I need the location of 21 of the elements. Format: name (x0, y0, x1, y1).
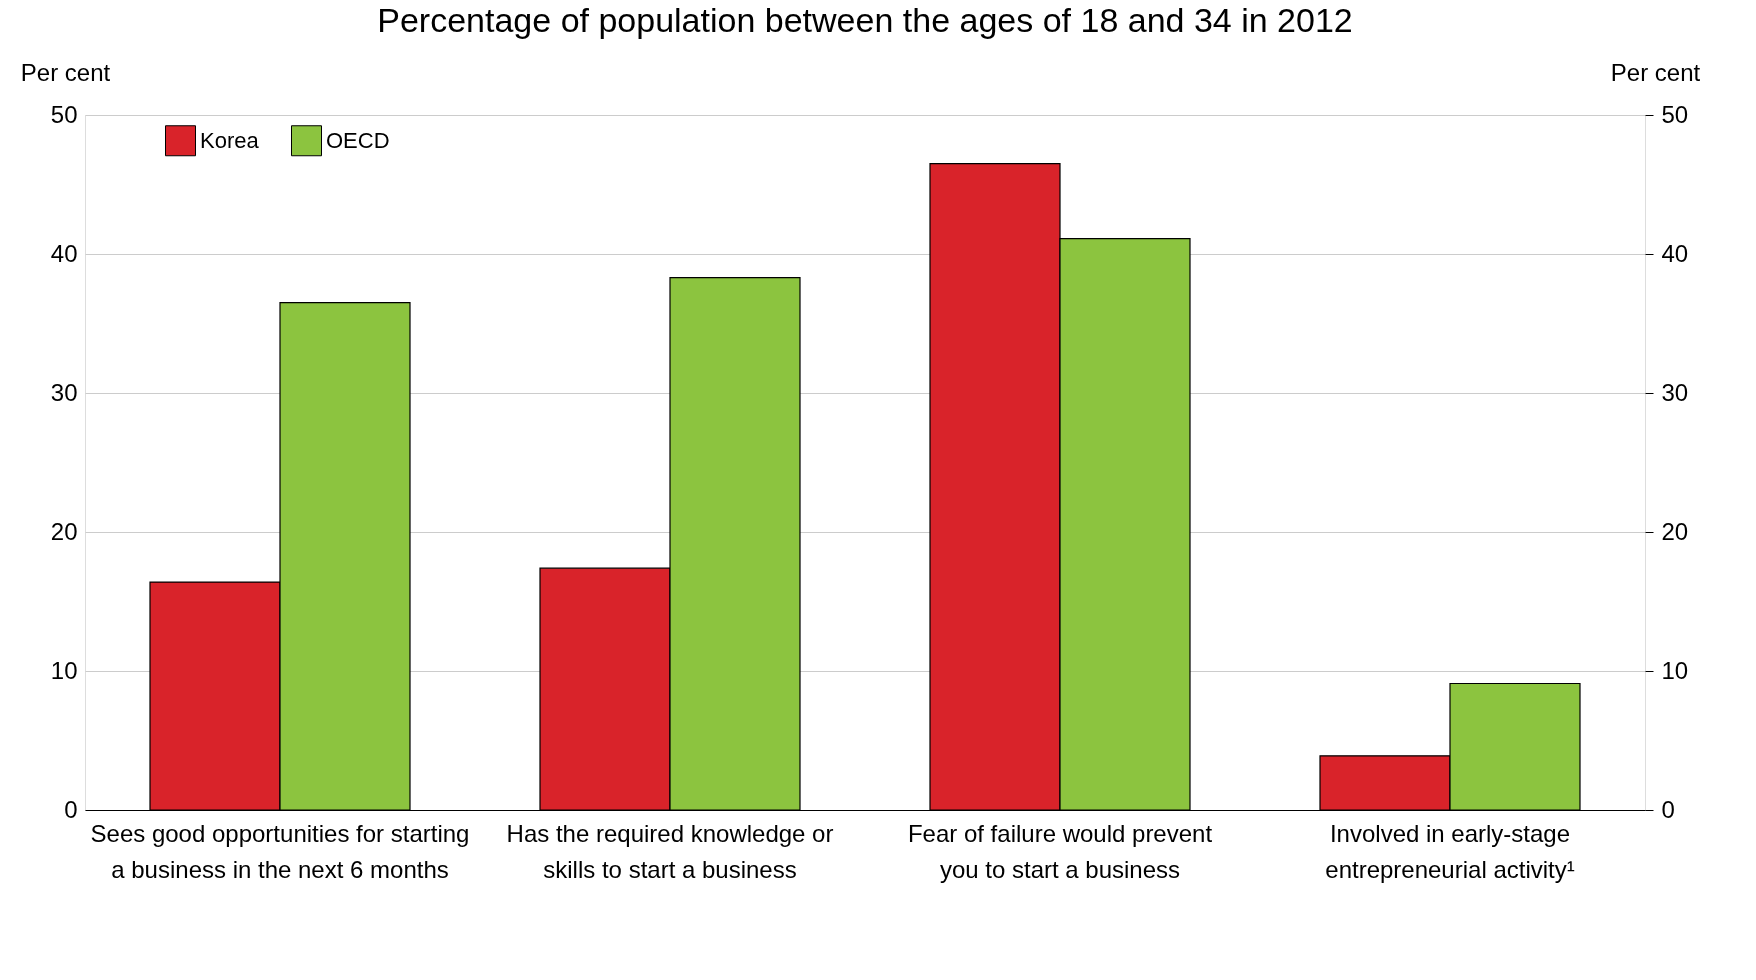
y-tick-label: 0 (64, 795, 78, 823)
x-tick-label: Fear of failure would prevent you to start a business (907, 819, 1213, 883)
y-tick-label: 10 (50, 656, 78, 684)
y-tick-label: 50 (50, 100, 78, 128)
y2-tick-label: 20 (1661, 517, 1689, 545)
chart-title: Percentage of population between the ages of 18 and 34 in 2012 (377, 1, 1353, 39)
y2-tick-label: 0 (1661, 795, 1675, 823)
y2-tick-label: 40 (1661, 239, 1689, 267)
y-tick-label: 40 (50, 239, 78, 267)
legend-label: OECD (326, 127, 390, 153)
legend-label: Korea (200, 127, 260, 153)
y2-tick-label: 50 (1661, 100, 1689, 128)
y-tick-label: 30 (50, 378, 78, 406)
y2-axis-title: Per cent (1610, 58, 1701, 86)
x-tick-label: Involved in early-stage entrepreneurial activity¹ (1325, 819, 1575, 883)
x-tick-label: Sees good opportunities for starting a business in the next 6 months (90, 819, 470, 883)
y-axis-title: Per cent (20, 58, 111, 86)
y2-tick-label: 30 (1661, 378, 1689, 406)
x-tick-label: Has the required knowledge or skills to start a business (506, 819, 834, 883)
y2-tick-label: 10 (1661, 656, 1689, 684)
y-tick-label: 20 (50, 517, 78, 545)
